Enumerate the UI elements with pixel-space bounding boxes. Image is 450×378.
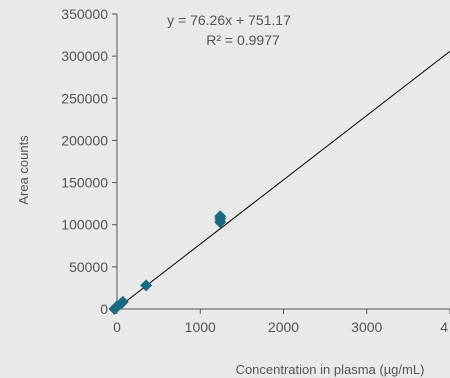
- equation-annotation: y = 76.26x + 751.17: [167, 12, 291, 28]
- data-point: [140, 279, 153, 292]
- x-tick-label: 0: [113, 319, 121, 335]
- y-tick-label: 0: [100, 301, 108, 317]
- y-tick-label: 100000: [61, 217, 108, 233]
- x-tick-label: 4: [440, 319, 448, 335]
- data-points: [108, 210, 227, 315]
- x-tick-label: 1000: [185, 319, 216, 335]
- y-tick-label: 50000: [69, 259, 108, 275]
- x-tick-label: 2000: [268, 319, 299, 335]
- y-axis-title: Area counts: [16, 135, 31, 205]
- x-axis-title: Concentration in plasma (µg/mL): [236, 362, 425, 377]
- fit-line: [115, 50, 450, 310]
- fit-line-group: [115, 50, 450, 310]
- r-squared-annotation: R² = 0.9977: [206, 32, 280, 48]
- y-tick-label: 300000: [61, 48, 108, 64]
- y-tick-label: 200000: [61, 132, 108, 148]
- data-point: [116, 295, 129, 308]
- x-tick-label: 3000: [351, 319, 382, 335]
- y-tick-label: 150000: [61, 175, 108, 191]
- axes: 0 50000 100000 150000 200000 250000 300000 3500…: [61, 6, 450, 335]
- data-point: [214, 210, 227, 223]
- y-tick-label: 250000: [61, 90, 108, 106]
- y-tick-label: 350000: [61, 6, 108, 22]
